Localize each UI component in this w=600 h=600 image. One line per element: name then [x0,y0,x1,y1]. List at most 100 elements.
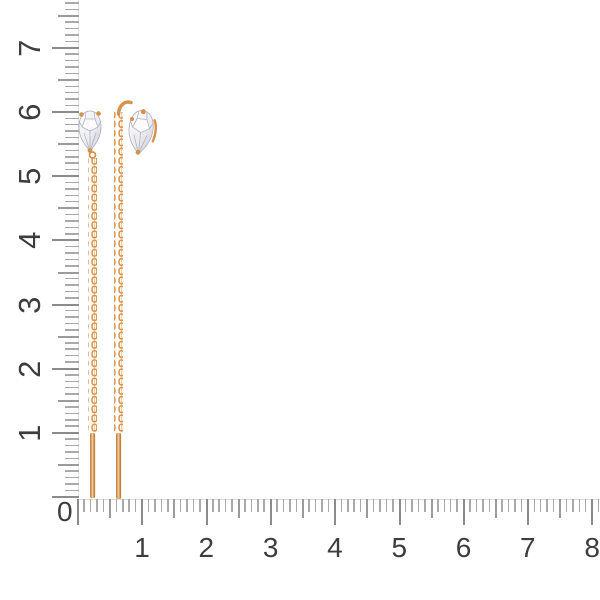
v-ruler-tick [65,425,79,427]
h-ruler-tick [289,499,291,512]
v-ruler-tick [65,117,79,120]
h-ruler-tick [147,499,150,512]
right-earring-pear-diamond [128,110,154,155]
h-ruler-tick [83,499,85,512]
h-ruler-tick [552,499,555,512]
h-ruler-tick [385,499,388,512]
h-ruler-tick [475,499,478,512]
h-ruler-tick [533,499,536,512]
v-ruler-tick [65,34,79,36]
h-ruler-tick [539,499,542,512]
v-ruler-tick [65,213,79,216]
h-ruler-tick [96,499,98,512]
v-ruler-tick [65,342,79,344]
h-ruler-tick [141,499,144,525]
h-ruler-tick [392,499,394,512]
h-ruler-tick [437,499,439,512]
h-ruler-tick [237,499,240,518]
h-ruler-tick [482,499,484,512]
h-ruler-label-2: 2 [198,532,215,563]
left-earring-connector-ring [88,151,97,159]
left-earring-prong-bottom [87,148,93,153]
h-ruler-label-0: 0 [56,496,74,527]
h-ruler-tick [231,499,233,512]
h-ruler-tick [372,499,375,512]
h-ruler-tick [591,499,594,525]
v-ruler-tick [65,194,79,197]
h-ruler-tick [456,499,458,512]
h-ruler-tick [250,499,253,512]
h-ruler-tick [167,499,169,512]
h-ruler-tick [520,499,523,512]
v-ruler-tick [65,245,79,248]
v-ruler-tick [52,431,79,434]
v-ruler-tick [65,354,79,357]
v-ruler-tick [65,233,79,235]
left-earring-pear-diamond [78,110,102,152]
h-ruler-tick [417,499,420,512]
h-ruler-tick [244,499,246,512]
h-ruler-tick [173,499,176,518]
h-ruler-label-1: 1 [134,532,151,563]
v-ruler-label-2: 2 [12,359,47,378]
v-ruler-tick [65,59,79,62]
h-ruler-tick [462,499,465,525]
v-ruler-tick [65,21,79,23]
h-ruler-tick [449,499,452,512]
h-ruler-tick [89,499,92,512]
h-ruler-tick [347,499,349,512]
h-ruler-tick [134,499,137,512]
h-ruler-tick [212,499,214,512]
h-ruler-tick [263,499,265,512]
v-ruler-tick [65,8,79,11]
h-ruler-tick [398,499,401,525]
h-ruler-tick [443,499,445,512]
h-ruler-tick [578,499,581,512]
h-ruler-tick [424,499,426,512]
left-earring-drop-bar [90,433,96,498]
right-earring-prong-top [140,109,146,115]
h-ruler-tick [160,499,163,512]
v-ruler-tick [65,66,79,68]
v-ruler-tick [65,136,79,139]
v-ruler-tick [65,322,79,325]
v-ruler-tick [65,149,79,152]
v-ruler-tick [65,284,79,286]
h-ruler-tick [109,499,112,518]
h-ruler-tick [514,499,516,512]
h-ruler-tick [353,499,355,512]
h-ruler-tick [179,499,182,512]
v-ruler-tick [65,181,79,184]
h-ruler-tick [295,499,298,512]
h-ruler-label-4: 4 [327,532,344,563]
v-ruler-tick [52,47,79,50]
h-ruler-label-7: 7 [520,532,537,563]
v-ruler-tick [65,290,79,293]
v-ruler-tick [65,277,79,280]
h-ruler-tick [302,499,305,518]
h-ruler-label-8: 8 [584,532,600,563]
v-ruler-tick [65,27,79,30]
h-ruler-tick [379,499,381,512]
v-ruler-tick [65,162,79,164]
v-ruler-label-7: 7 [12,39,47,57]
v-ruler-label-4: 4 [12,231,47,250]
v-ruler-tick [52,175,79,178]
v-ruler-tick [65,406,79,408]
v-ruler-tick [65,258,79,261]
right-earring-setting-edge [151,119,157,143]
h-ruler-tick [501,499,503,512]
v-ruler-label-1: 1 [12,423,47,442]
h-ruler-tick [565,499,568,512]
left-earring-prong-right [96,111,101,116]
h-ruler-tick [572,499,574,512]
v-ruler-tick [52,111,79,114]
h-ruler-tick [192,499,195,512]
v-ruler-tick [65,489,79,492]
v-ruler-tick [65,2,79,4]
left-diamond-facet-lines [78,111,102,152]
h-ruler-tick [340,499,343,512]
v-ruler-label-5: 5 [12,167,47,186]
h-ruler-tick [494,499,497,518]
